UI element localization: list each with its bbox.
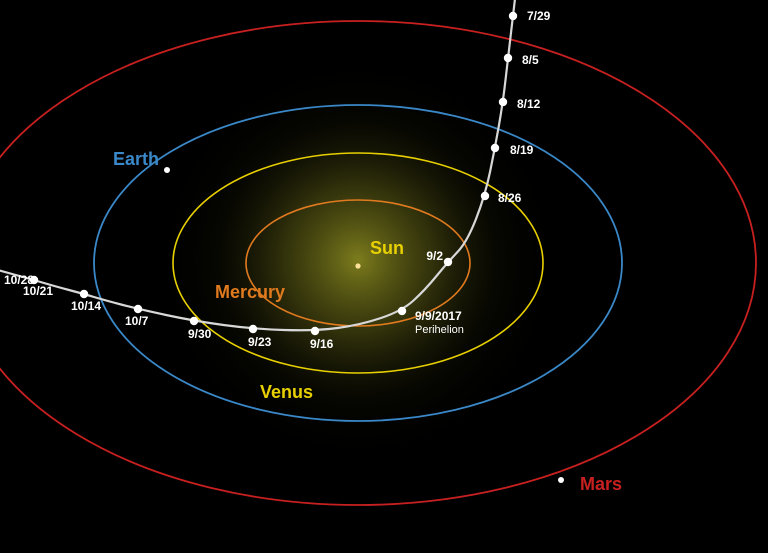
date-label: 9/2 (426, 249, 443, 263)
trajectory-marker (398, 307, 406, 315)
label-earth: Earth (113, 149, 159, 169)
date-label: 8/5 (522, 53, 539, 67)
trajectory-marker (491, 144, 499, 152)
date-label: 8/12 (517, 97, 541, 111)
label-dot (164, 167, 170, 173)
label-dot (558, 477, 564, 483)
date-label: 9/30 (188, 327, 212, 341)
label-venus: Venus (260, 382, 313, 402)
sun-glow (148, 50, 568, 470)
date-label: 8/26 (498, 191, 522, 205)
trajectory-marker (249, 325, 257, 333)
date-label: 9/23 (248, 335, 272, 349)
label-sun: Sun (370, 238, 404, 258)
label-mercury: Mercury (215, 282, 285, 302)
date-label: 9/16 (310, 337, 334, 351)
label-mars: Mars (580, 474, 622, 494)
date-label: 7/29 (527, 9, 551, 23)
date-label: 10/7 (125, 314, 149, 328)
trajectory-marker (444, 258, 452, 266)
trajectory-marker (504, 54, 512, 62)
trajectory-marker (190, 317, 198, 325)
trajectory-marker (80, 290, 88, 298)
date-label: 10/28 (4, 273, 34, 287)
trajectory-marker (311, 327, 319, 335)
trajectory-marker (481, 192, 489, 200)
trajectory-marker (499, 98, 507, 106)
date-label: 8/19 (510, 143, 534, 157)
orbit-diagram: 7/29 8/5 8/12 8/19 8/26 9/2 9/9/2017Perihelion… (0, 0, 768, 553)
sun-dot (355, 263, 360, 268)
date-label: 10/14 (71, 299, 101, 313)
date-label: 9/9/2017 (415, 309, 462, 323)
date-sublabel: Perihelion (415, 324, 464, 336)
trajectory-marker (134, 305, 142, 313)
trajectory-marker (509, 12, 517, 20)
